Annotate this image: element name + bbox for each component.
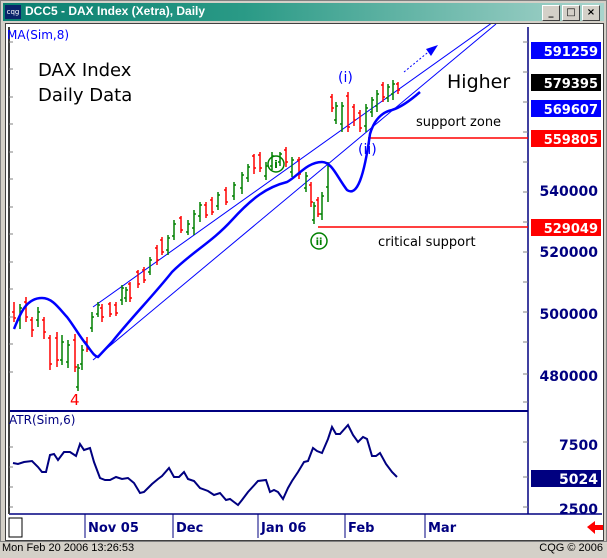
chart-canvas[interactable]: DAX Index Daily Data Higher support zone…	[6, 19, 604, 540]
minimize-button[interactable]: _	[542, 5, 560, 21]
ma-study-label[interactable]: MA(Sim,8)	[7, 28, 69, 42]
chart-client-area: DAX Index Daily Data Higher support zone…	[5, 19, 604, 541]
higher-annotation: Higher	[447, 71, 510, 93]
x-label-nov05: Nov 05	[88, 521, 139, 536]
price-tag-579395: 579395	[531, 74, 601, 92]
svg-text:591259: 591259	[544, 45, 598, 60]
svg-text:579395: 579395	[544, 77, 598, 92]
svg-text:529049: 529049	[544, 222, 598, 237]
title-annotation-2: Daily Data	[38, 85, 132, 106]
status-copyright: CQG © 2006	[539, 542, 603, 554]
support-zone-annotation: support zone	[416, 115, 501, 130]
svg-text:569607: 569607	[544, 103, 598, 118]
trend-channel[interactable]	[92, 19, 497, 361]
wave-i-circle-label: i	[267, 155, 285, 173]
chart-window: cqg DCC5 - DAX Index (Xetra), Daily _ □ …	[0, 0, 607, 542]
x-label-feb: Feb	[348, 521, 374, 536]
x-label-jan06: Jan 06	[260, 521, 306, 536]
close-button[interactable]: ×	[582, 5, 600, 21]
maximize-button[interactable]: □	[562, 5, 580, 21]
wave-i-paren-label: (i)	[338, 70, 353, 86]
svg-text:ii: ii	[316, 237, 323, 248]
y-tick-540000: 540000	[540, 184, 599, 200]
status-timestamp: Mon Feb 20 2006 13:26:53	[2, 542, 135, 554]
price-tag-529049: 529049	[531, 219, 601, 237]
price-tag-591259: 591259	[531, 42, 601, 60]
wave-ii-circle-label: ii	[310, 232, 328, 250]
svg-text:559805: 559805	[544, 133, 598, 148]
moving-average-line[interactable]	[12, 91, 421, 359]
atr-y-tick-7500: 7500	[559, 438, 598, 454]
wave-ii-paren-label: (ii)	[358, 142, 377, 158]
price-tag-569607: 569607	[531, 100, 601, 118]
atr-y-tick-2500: 2500	[559, 502, 598, 518]
title-annotation-1: DAX Index	[38, 60, 132, 81]
y-tick-480000: 480000	[540, 369, 599, 385]
x-label-mar: Mar	[428, 521, 457, 536]
y-axis-ticks	[523, 41, 528, 508]
channel-arrow-icon	[403, 45, 438, 73]
price-tag-559805: 559805	[531, 130, 601, 148]
y-tick-520000: 520000	[540, 245, 599, 261]
title-bar[interactable]: cqg DCC5 - DAX Index (Xetra), Daily _ □ …	[3, 3, 604, 21]
window-title: DCC5 - DAX Index (Xetra), Daily	[25, 4, 206, 18]
critical-support-annotation: critical support	[378, 235, 476, 250]
atr-study-label[interactable]: ATR(Sim,6)	[9, 413, 75, 427]
wave-4-label: 4	[70, 391, 80, 409]
svg-text:5024: 5024	[559, 472, 598, 488]
scroll-left-arrow-icon[interactable]	[587, 521, 604, 534]
atr-line[interactable]	[12, 423, 398, 507]
svg-text:i: i	[274, 158, 278, 171]
x-label-dec: Dec	[176, 521, 203, 536]
scroll-handle[interactable]	[8, 517, 23, 538]
price-bars	[12, 80, 400, 391]
y-tick-500000: 500000	[540, 307, 599, 323]
atr-current-tag: 5024	[531, 470, 601, 488]
cqg-app-icon[interactable]: cqg	[5, 5, 21, 19]
